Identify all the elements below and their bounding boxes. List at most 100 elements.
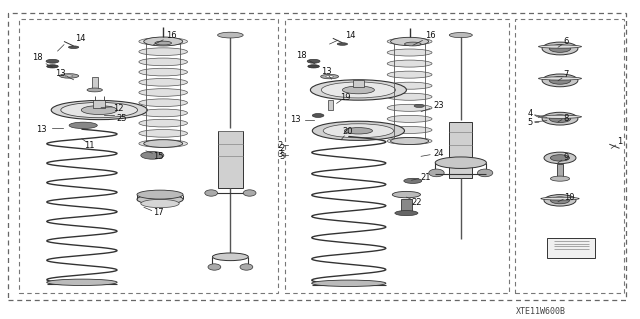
Text: 12: 12 [113, 104, 124, 113]
Ellipse shape [390, 37, 429, 46]
Text: 2: 2 [278, 141, 283, 150]
Ellipse shape [387, 93, 432, 100]
Text: 23: 23 [433, 101, 444, 110]
Ellipse shape [387, 49, 432, 56]
Text: 22: 22 [412, 198, 422, 207]
Text: 21: 21 [420, 173, 431, 182]
Ellipse shape [141, 199, 179, 208]
Ellipse shape [144, 140, 182, 147]
Ellipse shape [139, 130, 188, 137]
Ellipse shape [542, 112, 578, 125]
Ellipse shape [51, 100, 147, 120]
Ellipse shape [310, 80, 406, 100]
Ellipse shape [307, 59, 320, 63]
Ellipse shape [144, 37, 182, 46]
Text: 3: 3 [278, 150, 283, 159]
Bar [557, 165, 563, 179]
Ellipse shape [139, 109, 188, 117]
Ellipse shape [139, 68, 188, 76]
Ellipse shape [387, 38, 432, 45]
Ellipse shape [550, 197, 570, 204]
Ellipse shape [550, 176, 570, 181]
Ellipse shape [542, 42, 578, 55]
Ellipse shape [312, 121, 404, 140]
Ellipse shape [323, 124, 394, 138]
Ellipse shape [69, 122, 97, 129]
Text: 17: 17 [154, 208, 164, 217]
Ellipse shape [155, 41, 172, 45]
Ellipse shape [326, 76, 333, 78]
Text: 25: 25 [116, 114, 127, 122]
Ellipse shape [387, 126, 432, 133]
Bar [218, 131, 243, 188]
Ellipse shape [81, 106, 117, 115]
Ellipse shape [541, 197, 579, 200]
Bar [93, 100, 105, 108]
Ellipse shape [404, 42, 421, 46]
Ellipse shape [542, 74, 578, 87]
Ellipse shape [387, 71, 432, 78]
Ellipse shape [321, 74, 339, 79]
Ellipse shape [549, 115, 571, 122]
Ellipse shape [387, 115, 432, 122]
Text: 13: 13 [321, 67, 332, 76]
Text: 16: 16 [166, 31, 177, 40]
Text: XTE11W600B: XTE11W600B [516, 307, 566, 316]
Ellipse shape [47, 279, 117, 286]
Text: 11: 11 [84, 141, 95, 150]
Ellipse shape [137, 194, 183, 204]
Ellipse shape [312, 280, 386, 286]
Bar [328, 100, 333, 110]
Ellipse shape [538, 77, 582, 80]
Text: 2: 2 [279, 144, 284, 153]
Ellipse shape [212, 253, 248, 261]
Ellipse shape [208, 264, 221, 270]
Text: 3: 3 [279, 152, 284, 161]
Ellipse shape [139, 58, 188, 66]
Ellipse shape [404, 178, 422, 183]
Text: 4: 4 [527, 109, 532, 118]
Ellipse shape [538, 45, 582, 48]
Ellipse shape [337, 43, 348, 45]
Ellipse shape [387, 137, 432, 145]
Ellipse shape [321, 82, 396, 98]
Ellipse shape [544, 195, 576, 206]
Ellipse shape [342, 86, 374, 94]
Ellipse shape [395, 211, 418, 216]
Ellipse shape [139, 119, 188, 127]
Ellipse shape [549, 77, 571, 84]
Ellipse shape [544, 152, 576, 164]
Ellipse shape [137, 190, 183, 199]
Text: 6: 6 [564, 37, 569, 46]
Text: 19: 19 [340, 93, 351, 102]
Ellipse shape [550, 155, 570, 161]
Ellipse shape [387, 104, 432, 111]
Ellipse shape [68, 46, 79, 48]
Ellipse shape [205, 190, 218, 196]
Ellipse shape [47, 65, 58, 68]
Text: 24: 24 [433, 149, 444, 158]
Text: 14: 14 [345, 31, 355, 40]
Ellipse shape [387, 82, 432, 89]
Ellipse shape [61, 102, 138, 118]
Ellipse shape [218, 32, 243, 38]
Bar [353, 80, 364, 87]
Text: 13: 13 [291, 115, 301, 124]
Ellipse shape [308, 65, 319, 68]
Ellipse shape [139, 38, 188, 45]
Ellipse shape [240, 264, 253, 270]
Ellipse shape [139, 89, 188, 96]
Ellipse shape [139, 99, 188, 107]
Bar [401, 198, 412, 213]
Text: 9: 9 [564, 153, 569, 162]
Text: 16: 16 [425, 31, 435, 40]
Text: 1: 1 [617, 137, 622, 146]
Text: 13: 13 [56, 69, 66, 78]
Text: 20: 20 [342, 127, 353, 136]
Text: 8: 8 [564, 114, 569, 122]
Ellipse shape [139, 48, 188, 56]
Text: 5: 5 [527, 118, 532, 127]
Text: 15: 15 [154, 152, 164, 161]
Ellipse shape [449, 33, 472, 38]
Ellipse shape [60, 74, 79, 78]
